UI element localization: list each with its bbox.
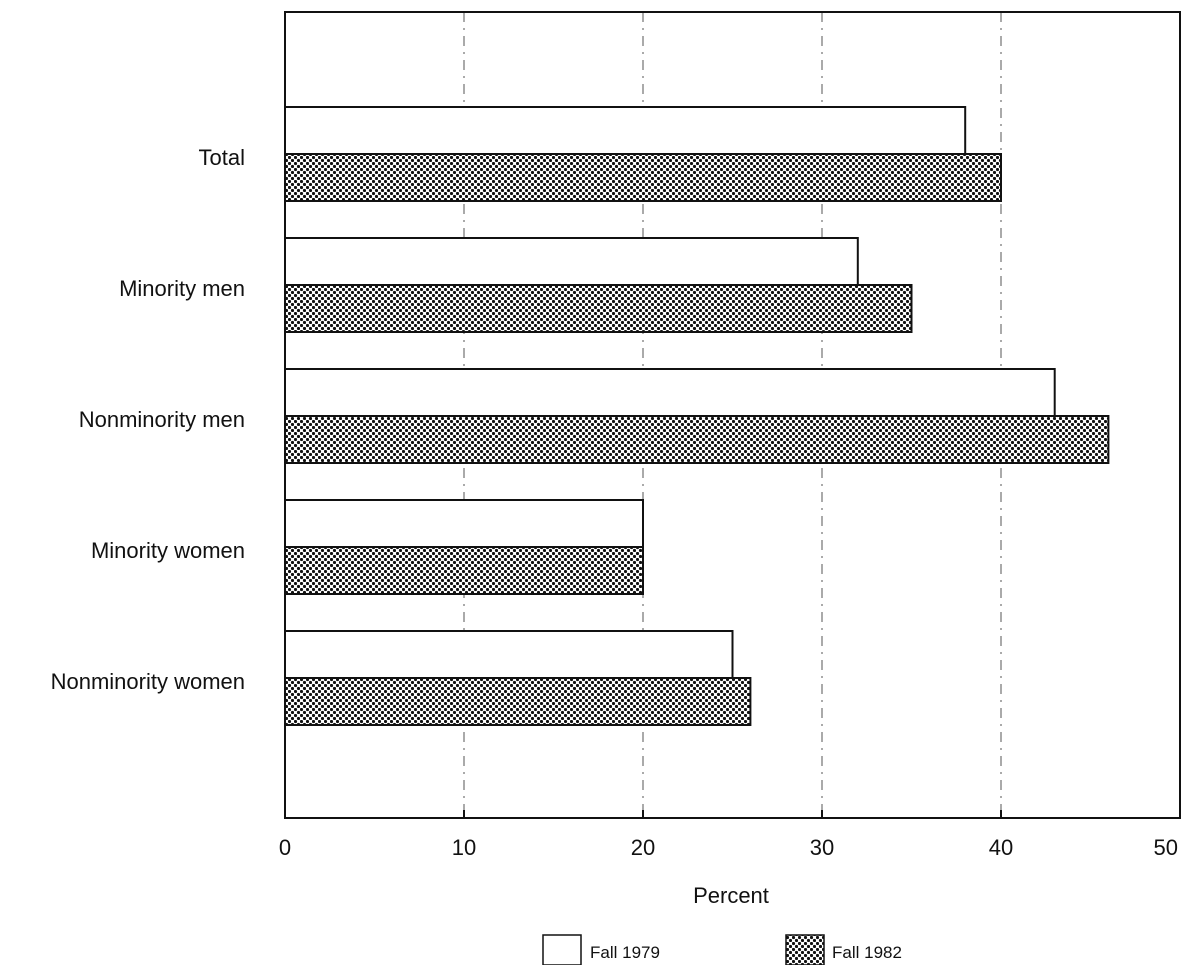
x-tick-label: 50	[1154, 835, 1178, 860]
plot-frame	[284, 11, 1181, 819]
bar	[284, 284, 913, 333]
category-label-nonminority-men: Nonminority men	[79, 407, 245, 432]
legend-swatch-fall-1979	[542, 934, 582, 965]
bar	[284, 630, 734, 679]
bar	[284, 546, 644, 595]
category-label-total: Total	[199, 145, 245, 170]
legend-swatch-fall-1982	[785, 934, 825, 965]
bar	[284, 415, 1110, 464]
legend-label-fall-1979: Fall 1979	[590, 943, 660, 962]
x-tick-label: 0	[279, 835, 291, 860]
x-tick-label: 10	[452, 835, 476, 860]
bar	[284, 368, 1056, 417]
bar	[284, 237, 859, 286]
x-axis-title: Percent	[693, 883, 769, 908]
category-label-minority-men: Minority men	[119, 276, 245, 301]
bar	[284, 677, 752, 726]
bar	[284, 106, 967, 155]
category-label-nonminority-women: Nonminority women	[51, 669, 245, 694]
x-tick-label: 40	[989, 835, 1013, 860]
bar	[284, 499, 644, 548]
legend: Fall 1979 Fall 1982	[542, 934, 902, 965]
bar	[284, 153, 1002, 202]
x-tick-label: 20	[631, 835, 655, 860]
category-labels: Total Minority men Nonminority men Minor…	[51, 145, 245, 694]
category-label-minority-women: Minority women	[91, 538, 245, 563]
legend-label-fall-1982: Fall 1982	[832, 943, 902, 962]
x-tick-label: 30	[810, 835, 834, 860]
